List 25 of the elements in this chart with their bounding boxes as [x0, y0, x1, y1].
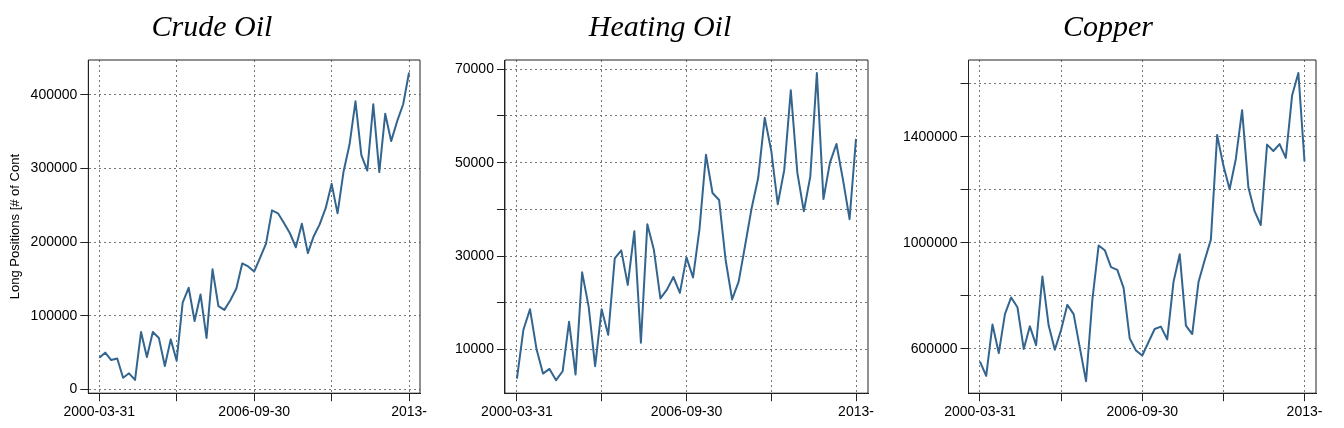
x-tick-label: 2013- — [1286, 403, 1323, 420]
x-tick-label: 2013- — [391, 403, 428, 420]
y-tick-label: 600000 — [910, 339, 958, 356]
x-tick-label: 2006-09-30 — [218, 403, 291, 420]
y-tick-label: 10000 — [454, 340, 495, 357]
y-tick-label: 300000 — [30, 159, 78, 176]
y-tick-label: 70000 — [454, 60, 495, 77]
x-tick-label: 2000-03-31 — [481, 403, 553, 420]
x-tick-label: 2006-09-30 — [650, 403, 723, 420]
y-tick-label: 100000 — [30, 306, 78, 323]
y-tick-label: 30000 — [454, 246, 495, 263]
x-tick-label: 2013- — [838, 403, 875, 420]
x-tick-label: 2006-09-30 — [1106, 403, 1179, 420]
y-tick-label: 1400000 — [902, 127, 958, 144]
chart-title: Copper — [1063, 8, 1154, 42]
chart-title: Heating Oil — [587, 8, 732, 42]
y-tick-label: 50000 — [454, 153, 495, 170]
y-tick-label: 200000 — [30, 232, 78, 249]
chart-title: Crude Oil — [151, 8, 273, 42]
x-tick-label: 2000-03-31 — [944, 403, 1016, 420]
y-tick-label: 400000 — [30, 85, 78, 102]
y-tick-label: 0 — [69, 380, 78, 397]
x-tick-label: 2000-03-31 — [63, 403, 136, 420]
y-axis-title: Long Positions [# of Cont — [7, 153, 23, 300]
y-tick-label: 1000000 — [902, 233, 958, 250]
